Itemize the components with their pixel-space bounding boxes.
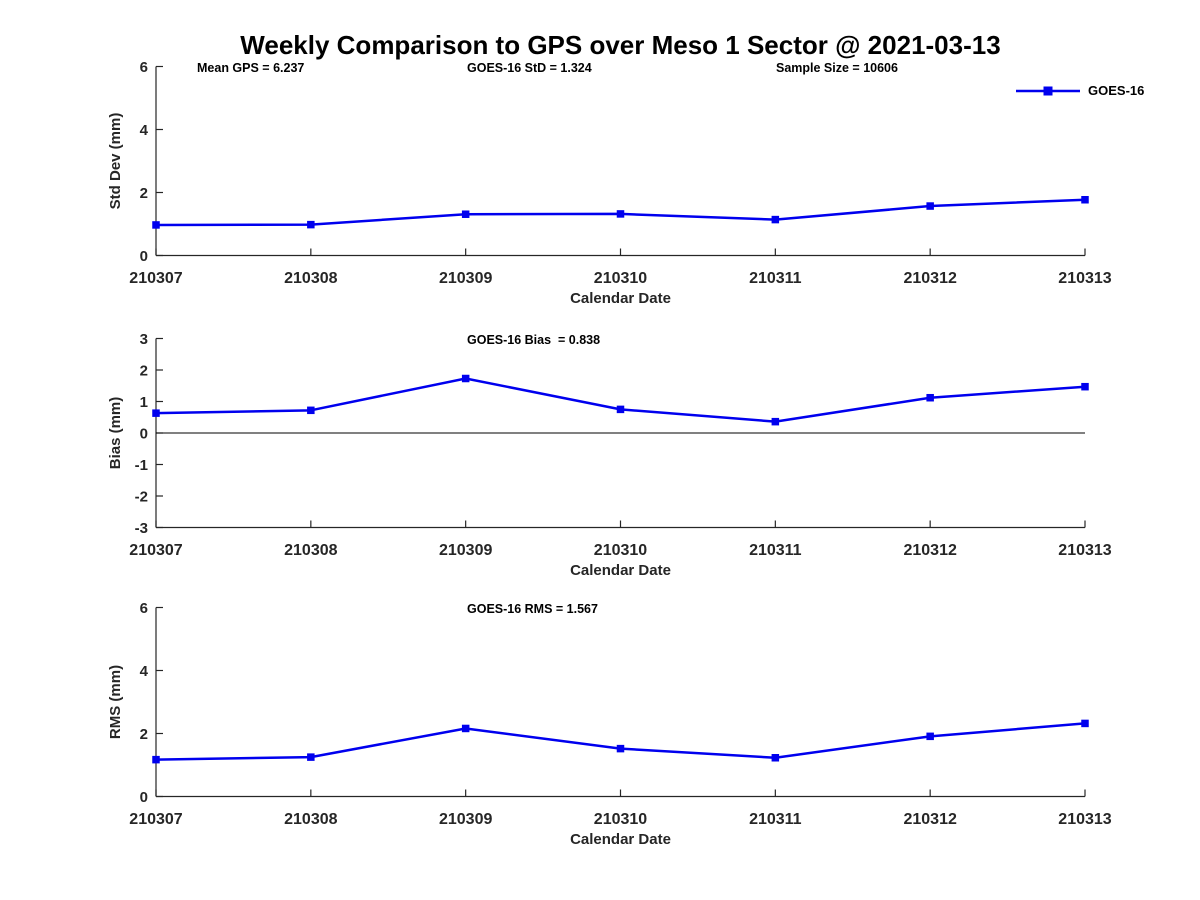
x-tick-label: 210310 — [594, 542, 647, 559]
data-point-marker — [771, 215, 780, 224]
data-point-marker — [307, 220, 315, 229]
y-tick-label: 3 — [140, 331, 148, 348]
y-tick-label: 2 — [140, 363, 148, 380]
y-tick-label: -2 — [135, 489, 148, 506]
x-tick-label: 210310 — [594, 811, 647, 828]
x-tick-label: 210311 — [749, 542, 802, 559]
x-tick-label: 210310 — [594, 270, 647, 287]
data-point-marker — [152, 221, 160, 229]
x-tick-label: 210308 — [284, 542, 337, 559]
y-tick-label: 6 — [140, 59, 148, 76]
stat-sample-size: Sample Size = 10606 — [776, 61, 898, 75]
x-tick-label: 210313 — [1058, 811, 1111, 828]
x-tick-label: 210312 — [903, 811, 956, 828]
data-point-marker — [1081, 719, 1089, 728]
x-tick-label: 210311 — [749, 811, 802, 828]
y-tick-label: 2 — [140, 185, 148, 202]
legend-line-marker-icon — [1016, 86, 1080, 95]
data-point-marker — [616, 744, 625, 753]
data-point-marker — [461, 210, 470, 218]
chart-bias: -3 -2 -1 0 1 2 3 210307 210308 210309 210310 210311… — [107, 331, 1112, 579]
y-tick-label: 0 — [140, 426, 148, 443]
series-line — [155, 722, 1086, 761]
data-point-marker — [926, 732, 934, 741]
x-tick-label: 210307 — [129, 811, 182, 828]
y-axis-label: Std Dev (mm) — [107, 113, 124, 210]
chart-std-dev: 0 2 4 6 210307 210308 210309 210310 210311 210312… — [107, 59, 1112, 307]
data-point-marker — [771, 417, 780, 426]
x-axis-label: Calendar Date — [570, 290, 671, 307]
x-tick-label: 210312 — [903, 542, 956, 559]
y-axis-label: Bias (mm) — [107, 397, 124, 470]
stat-goes16-std: GOES-16 StD = 1.324 — [467, 61, 592, 75]
y-tick-label: 6 — [140, 600, 148, 617]
x-axis-label: Calendar Date — [570, 831, 671, 848]
x-tick-label: 210309 — [439, 542, 492, 559]
data-point-marker — [307, 406, 315, 415]
x-tick-label: 210307 — [129, 542, 182, 559]
legend: GOES-16 — [1016, 83, 1144, 98]
data-point-marker — [1081, 195, 1089, 204]
legend-label: GOES-16 — [1088, 83, 1145, 98]
series-line — [155, 377, 1086, 423]
y-tick-label: 2 — [140, 726, 148, 743]
x-tick-label: 210312 — [903, 270, 956, 287]
data-point-marker — [616, 405, 625, 414]
y-tick-label: -1 — [135, 457, 148, 474]
data-point-marker — [152, 755, 160, 764]
y-tick-label: 4 — [140, 663, 149, 680]
data-point-marker — [461, 374, 470, 383]
data-point-marker — [926, 202, 934, 210]
data-point-marker — [1081, 382, 1089, 391]
data-point-marker — [461, 724, 470, 733]
x-tick-label: 210309 — [439, 270, 492, 287]
y-tick-label: -3 — [135, 520, 148, 537]
x-tick-label: 210307 — [129, 270, 182, 287]
y-tick-label: 0 — [140, 789, 148, 806]
stat-mean-gps: Mean GPS = 6.237 — [197, 61, 305, 75]
data-point-marker — [307, 753, 315, 761]
y-tick-label: 4 — [140, 122, 149, 139]
y-tick-label: 0 — [140, 248, 148, 265]
data-point-marker — [771, 754, 780, 762]
y-tick-label: 1 — [140, 394, 148, 411]
x-axis-label: Calendar Date — [570, 562, 671, 579]
chart-subtitle: GOES-16 RMS = 1.567 — [467, 602, 598, 616]
x-tick-label: 210309 — [439, 811, 492, 828]
figure-title: Weekly Comparison to GPS over Meso 1 Sec… — [240, 30, 1001, 60]
x-tick-label: 210308 — [284, 811, 337, 828]
x-tick-label: 210313 — [1058, 542, 1111, 559]
x-tick-label: 210313 — [1058, 270, 1111, 287]
data-point-marker — [152, 409, 160, 417]
x-tick-label: 210308 — [284, 270, 337, 287]
data-point-marker — [616, 210, 625, 218]
y-axis-label: RMS (mm) — [107, 665, 124, 739]
chart-subtitle: GOES-16 Bias = 0.838 — [467, 333, 600, 347]
data-point-marker — [926, 393, 934, 402]
chart-rms: 0 2 4 6 210307 210308 210309 210310 210311 210312… — [107, 600, 1112, 848]
x-tick-label: 210311 — [749, 270, 802, 287]
